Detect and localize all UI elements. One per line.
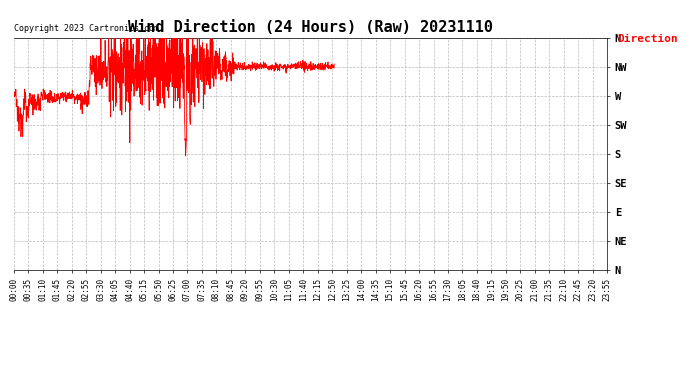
Text: Direction: Direction (618, 34, 678, 44)
Title: Wind Direction (24 Hours) (Raw) 20231110: Wind Direction (24 Hours) (Raw) 20231110 (128, 20, 493, 35)
Text: Copyright 2023 Cartronics.com: Copyright 2023 Cartronics.com (14, 24, 159, 33)
